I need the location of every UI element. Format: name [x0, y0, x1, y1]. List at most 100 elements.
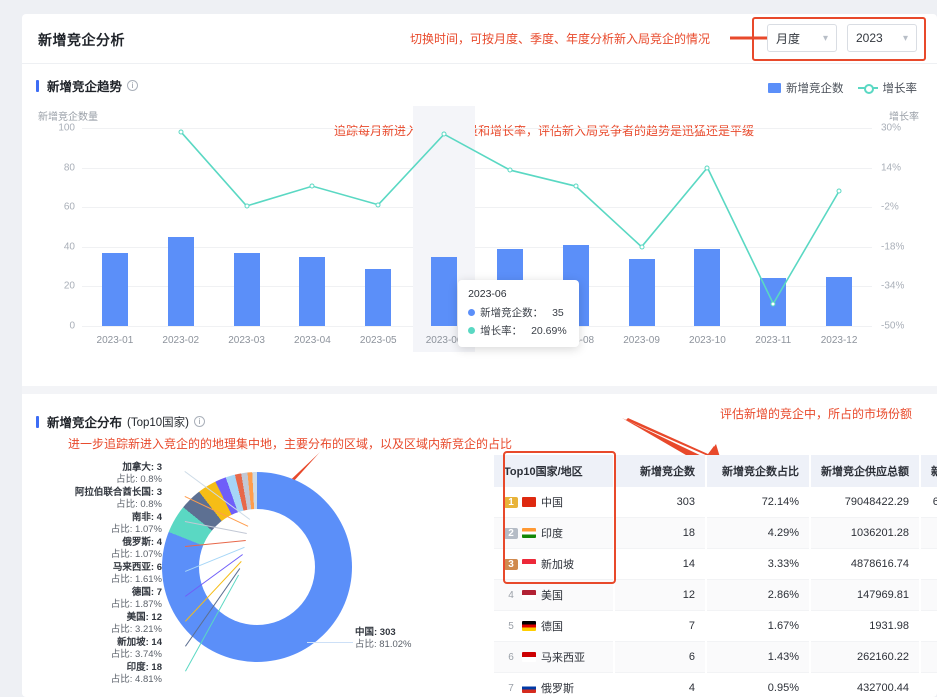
info-icon[interactable]: i	[194, 416, 206, 427]
cell-extra: 1	[920, 517, 937, 549]
donut-label-percent: 占比: 1.87%	[110, 598, 162, 610]
info-icon[interactable]: i	[127, 80, 139, 91]
donut-slice-label: 中国: 303 占比: 81.02%	[355, 627, 412, 651]
donut-label-percent: 占比: 1.07%	[110, 548, 162, 560]
chart-bar[interactable]	[694, 248, 721, 326]
table-row[interactable]: 4 美国 12 2.86% 147969.81	[494, 579, 937, 611]
line-data-point[interactable]	[178, 129, 184, 135]
y-axis-left-tick: 60	[63, 201, 75, 213]
grid-line	[82, 207, 872, 209]
chart-bar[interactable]	[826, 276, 853, 326]
section-divider	[22, 386, 937, 394]
donut-label-percent: 占比: 4.81%	[110, 673, 162, 685]
chart-bar[interactable]	[167, 236, 194, 326]
country-name: 德国	[541, 621, 563, 633]
cell-supply: 79048422.29	[810, 487, 921, 518]
country-name: 美国	[541, 590, 563, 602]
cell-extra	[920, 641, 937, 673]
x-axis-tick: 2023-11	[755, 335, 792, 346]
flag-icon	[522, 497, 536, 507]
x-axis-tick: 2023-03	[228, 335, 265, 346]
cell-count: 7	[614, 610, 707, 642]
trend-section-title: 新增竞企趋势 i	[36, 76, 139, 95]
cell-country: 4 美国	[494, 579, 615, 611]
legend-item-bars[interactable]: 新增竞企数	[768, 80, 844, 96]
tooltip-label: 新增竞企数：	[480, 307, 544, 319]
line-data-point[interactable]	[836, 188, 842, 194]
tooltip-value: 35	[552, 306, 564, 319]
country-name: 马来西亚	[541, 652, 585, 664]
table-header-row: Top10国家/地区 新增竞企数 新增竞企数占比 新增竞企供应总额 新增竞	[494, 455, 937, 487]
y-axis-left-tick: 0	[69, 320, 75, 332]
grid-line	[82, 246, 872, 248]
y-axis-right-tick: -34%	[881, 280, 905, 292]
rank-badge: 1	[504, 496, 518, 508]
legend-item-line[interactable]: 增长率	[857, 80, 917, 96]
cell-country: 2 印度	[494, 517, 615, 549]
line-data-point[interactable]	[309, 183, 315, 189]
dist-section-title: 新增竞企分布 (Top10国家) i	[36, 412, 206, 431]
y-axis-left-tick: 80	[63, 162, 75, 174]
year-select[interactable]: 2023 ▾	[847, 24, 917, 52]
cell-extra: 64	[920, 487, 937, 518]
col-supply[interactable]: 新增竞企供应总额	[810, 455, 921, 487]
donut-slice-label: 德国: 7 占比: 1.87%	[111, 587, 162, 611]
col-count[interactable]: 新增竞企数	[614, 455, 707, 487]
y-axis-right-tick: -18%	[881, 241, 905, 253]
y-axis-right-tick: 30%	[881, 122, 902, 134]
trend-legend: 新增竞企数 增长率	[768, 80, 917, 96]
header-controls: 月度 ▾ 2023 ▾	[767, 24, 917, 52]
card-header: 新增竞企分析 切换时间，可按月度、季度、年度分析新入局竞企的情况 月度 ▾ 20…	[22, 14, 937, 64]
col-share[interactable]: 新增竞企数占比	[706, 455, 811, 487]
table-row[interactable]: 2 印度 184.29%1036201.281	[494, 517, 937, 549]
chart-bar[interactable]	[365, 268, 392, 326]
line-data-point[interactable]	[244, 203, 250, 209]
chart-bar[interactable]	[628, 258, 655, 326]
table-row[interactable]: 6 马来西亚 6 1.43% 262160.22	[494, 641, 937, 673]
donut-label-percent: 占比: 0.8%	[116, 498, 162, 510]
chart-bar[interactable]	[299, 256, 326, 326]
donut-label-name: 美国: 12	[126, 612, 162, 623]
country-name: 俄罗斯	[541, 683, 574, 695]
cell-country: 1 中国	[494, 487, 615, 518]
donut-ring[interactable]	[162, 472, 352, 662]
col-extra[interactable]: 新增竞	[920, 455, 937, 487]
line-data-point[interactable]	[441, 131, 447, 137]
donut-label-name: 南非: 4	[131, 512, 162, 523]
col-country[interactable]: Top10国家/地区	[494, 455, 615, 487]
grid-line	[82, 167, 872, 169]
table-row[interactable]: 5 德国 7 1.67% 1931.98	[494, 610, 937, 642]
chart-bar[interactable]	[233, 252, 260, 326]
cell-supply: 1036201.28	[810, 517, 921, 549]
line-data-point[interactable]	[770, 301, 776, 307]
cell-extra	[920, 610, 937, 642]
cell-supply: 147969.81	[810, 579, 921, 611]
dist-section-title-text: 新增竞企分布	[47, 416, 123, 430]
year-select-value: 2023	[856, 31, 883, 45]
distribution-donut-chart	[132, 472, 382, 694]
table-row[interactable]: 3 新加坡 14 3.33% 4878616.74	[494, 548, 937, 580]
line-data-point[interactable]	[375, 202, 381, 208]
flag-icon	[522, 590, 536, 600]
y-axis-left-tick: 40	[63, 241, 75, 253]
line-data-point[interactable]	[507, 167, 513, 173]
legend-label-bars: 新增竞企数	[786, 83, 844, 95]
tooltip-title: 2023-06	[468, 288, 507, 300]
chevron-down-icon: ▾	[902, 32, 908, 44]
cell-count: 18	[614, 517, 707, 549]
line-data-point[interactable]	[573, 183, 579, 189]
table-row[interactable]: 7 俄罗斯 4 0.95% 432700.44	[494, 672, 937, 697]
period-select[interactable]: 月度 ▾	[767, 24, 837, 52]
x-axis-tick: 2023-12	[820, 335, 858, 346]
line-data-point[interactable]	[639, 244, 645, 250]
cell-supply: 1931.98	[810, 610, 921, 642]
chart-bar[interactable]	[101, 252, 128, 326]
y-axis-left-tick: 20	[63, 280, 75, 292]
chart-bar[interactable]	[431, 256, 458, 326]
line-data-point[interactable]	[704, 165, 710, 171]
y-axis-right-tick: -2%	[881, 201, 899, 213]
donut-slice-label: 美国: 12 占比: 3.21%	[111, 612, 162, 636]
donut-slice-label: 新加坡: 14 占比: 3.74%	[111, 637, 162, 661]
